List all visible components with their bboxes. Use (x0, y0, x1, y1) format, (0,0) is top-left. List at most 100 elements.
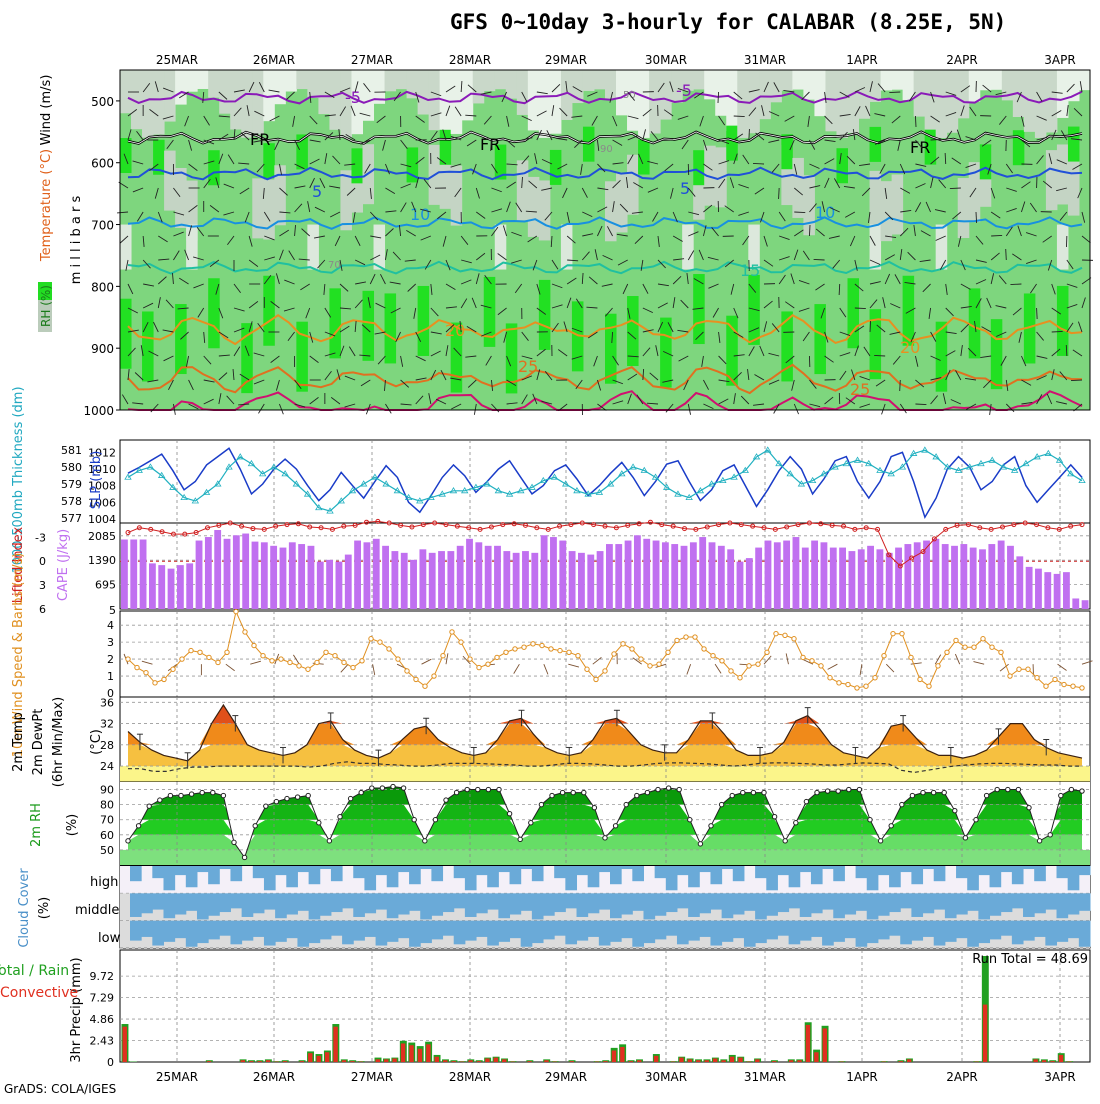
cloud-middle-bar (152, 893, 164, 909)
cloud-middle-bar (253, 893, 265, 913)
rh-moist-cell (418, 286, 430, 356)
precip-convective-bar (477, 1061, 481, 1062)
rh-marker (306, 793, 310, 797)
rh-dry-cell (1046, 70, 1058, 132)
cape-bar (364, 542, 371, 609)
wind-speed-marker (801, 655, 805, 659)
cape-bar (653, 541, 660, 609)
precip-legend-total: Total / Rain (0, 963, 69, 979)
cloud-middle-bar (621, 893, 633, 914)
rh-marker (772, 815, 776, 819)
cloud-middle-bar (643, 893, 655, 919)
cloud-high-bar (655, 866, 667, 878)
li-tick-label: 6 (39, 603, 46, 616)
cloud-low-bar (777, 921, 789, 936)
rh-marker (794, 821, 798, 825)
cape-bar (839, 548, 846, 609)
wind-speed-marker (603, 669, 607, 673)
cape-bar (858, 549, 865, 609)
rh-dry-cell (550, 70, 562, 134)
wind-speed-marker (540, 643, 544, 647)
cape-bar (662, 542, 669, 609)
cloud-high-bar (699, 866, 711, 872)
cloud-middle-bar (130, 893, 142, 917)
upper-wind-barb-59 (1010, 284, 1021, 285)
rh-dry-cell (418, 70, 430, 115)
cape-bar (438, 551, 445, 609)
cloud-low-bar (208, 921, 220, 940)
cape-tick-label: 1390 (88, 554, 116, 567)
rh-dry-cell (881, 70, 893, 90)
rh-marker (1069, 787, 1073, 791)
wind-speed-marker (1062, 682, 1066, 686)
isotherm-label: FR (480, 135, 500, 154)
cape-bar (951, 546, 958, 609)
rh-marker (762, 790, 766, 794)
cloud-high-bar (599, 866, 611, 872)
rh-marker (168, 793, 172, 797)
rh-marker (295, 795, 299, 799)
rh-light-cell (307, 225, 319, 270)
cape-bar (168, 569, 175, 609)
rh-marker (783, 839, 787, 843)
precip-convective-bar (570, 1061, 574, 1062)
cape-bar (1063, 572, 1070, 609)
cloud-middle-bar (777, 893, 789, 912)
cloud-middle-bar (364, 893, 376, 913)
cape-bar (196, 541, 203, 609)
upper-wind-barb-51 (900, 380, 901, 391)
rh-marker (189, 792, 193, 796)
wind-speed-marker (567, 650, 571, 654)
precip-convective-bar (1033, 1059, 1037, 1062)
precip-tick-label: 7.29 (90, 992, 115, 1005)
upper-wind-barb-39 (718, 92, 719, 103)
cape-bar (849, 551, 856, 609)
rh-mid-cell (958, 178, 970, 238)
cloud-middle-bar (476, 893, 488, 913)
cape-bar (419, 549, 426, 609)
wind-tick-label: 1 (107, 670, 114, 683)
rh-dry-cell (991, 70, 1003, 90)
wind-speed-marker (126, 657, 130, 661)
rh-mid-cell (792, 158, 804, 218)
cloud-middle-bar (532, 893, 544, 919)
cape-bar (130, 539, 137, 609)
rh-marker (582, 790, 586, 794)
rh-dry-cell (208, 70, 220, 98)
precip-convective-bar (409, 1045, 413, 1062)
rh-marker (910, 793, 914, 797)
surface-wind-barb-19 (593, 657, 602, 664)
wind-speed-marker (549, 647, 553, 651)
cape-bar (205, 537, 212, 609)
precip-convective-bar (544, 1060, 548, 1062)
rh-dry-cell (175, 70, 187, 105)
cloud-middle-bar (320, 893, 332, 915)
cape-bar (587, 555, 594, 609)
rh-dry-cell (814, 70, 826, 116)
precip-convective-bar (435, 1057, 439, 1062)
cape-bar (615, 544, 622, 609)
precip-convective-bar (257, 1061, 261, 1062)
thickness-tick-label: 580 (61, 461, 82, 474)
rh-marker (677, 787, 681, 791)
cape-bar (914, 542, 921, 609)
precip-convective-bar (333, 1027, 337, 1062)
rh-marker (242, 855, 246, 859)
cape-bar (867, 546, 874, 609)
cloud-low-bar (867, 921, 879, 943)
cloud-middle-bar (766, 893, 778, 915)
wind-speed-marker (1080, 686, 1084, 690)
rh-marker (497, 787, 501, 791)
cape-bar (830, 548, 837, 609)
rh-marker (709, 824, 713, 828)
wind-speed-marker (891, 631, 895, 635)
precip-convective-bar (806, 1025, 810, 1062)
cloud-low-bar (710, 921, 722, 946)
wind-speed-marker (378, 640, 382, 644)
rh-marker (1037, 839, 1041, 843)
precip-convective-bar (688, 1059, 692, 1062)
precip-convective-bar (738, 1058, 742, 1062)
isotherm-label: FR (910, 138, 930, 157)
cloud-middle-bar (510, 893, 522, 914)
cape-bar (336, 562, 343, 609)
